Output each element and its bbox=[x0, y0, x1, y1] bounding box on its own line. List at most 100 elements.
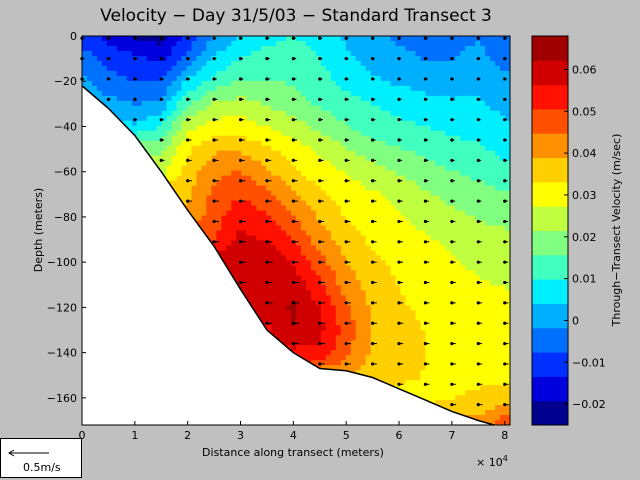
velocity-cell bbox=[350, 50, 357, 57]
velocity-cell bbox=[156, 145, 163, 152]
velocity-cell bbox=[440, 180, 446, 187]
velocity-cell bbox=[395, 200, 402, 207]
velocity-cell bbox=[465, 165, 471, 172]
velocity-cell bbox=[395, 230, 402, 237]
velocity-cell bbox=[475, 215, 481, 222]
velocity-cell bbox=[375, 215, 382, 222]
velocity-cell bbox=[161, 65, 168, 72]
velocity-cell bbox=[330, 135, 337, 142]
velocity-cell bbox=[465, 170, 471, 177]
velocity-cell bbox=[395, 305, 402, 311]
velocity-cell bbox=[475, 220, 481, 227]
velocity-cell bbox=[246, 135, 252, 142]
velocity-cell bbox=[470, 175, 476, 182]
velocity-cell bbox=[430, 50, 436, 57]
velocity-cell bbox=[256, 155, 262, 162]
velocity-cell bbox=[121, 60, 128, 67]
velocity-cell bbox=[276, 175, 282, 182]
velocity-cell bbox=[136, 80, 143, 87]
velocity-cell bbox=[400, 50, 407, 57]
velocity-cell bbox=[375, 45, 382, 52]
velocity-cell bbox=[166, 65, 173, 72]
velocity-cell bbox=[365, 260, 372, 267]
velocity-cell bbox=[291, 275, 297, 281]
velocity-cell bbox=[315, 285, 322, 291]
velocity-cell bbox=[211, 90, 217, 97]
velocity-cell bbox=[296, 36, 302, 42]
velocity-cell bbox=[121, 40, 128, 47]
velocity-cell bbox=[276, 310, 282, 316]
velocity-cell bbox=[146, 55, 153, 62]
velocity-cell bbox=[370, 105, 377, 112]
velocity-cell bbox=[440, 125, 446, 132]
velocity-cell bbox=[286, 220, 292, 227]
velocity-cell bbox=[296, 155, 302, 162]
velocity-cell bbox=[365, 295, 372, 301]
velocity-cell bbox=[380, 145, 387, 152]
velocity-cell bbox=[281, 100, 287, 107]
velocity-cell bbox=[345, 45, 352, 52]
velocity-cell bbox=[425, 265, 431, 271]
velocity-cell bbox=[151, 75, 158, 82]
velocity-cell bbox=[325, 70, 332, 77]
velocity-cell bbox=[181, 150, 188, 157]
velocity-cell bbox=[500, 315, 506, 321]
velocity-cell bbox=[375, 160, 382, 167]
velocity-cell bbox=[365, 230, 372, 237]
velocity-cell bbox=[286, 45, 292, 52]
velocity-cell bbox=[340, 150, 347, 157]
velocity-cell bbox=[485, 285, 491, 291]
velocity-cell bbox=[335, 260, 342, 267]
velocity-cell bbox=[156, 60, 163, 67]
velocity-cell bbox=[370, 65, 377, 72]
velocity-cell bbox=[300, 40, 307, 47]
velocity-cell bbox=[345, 135, 352, 142]
velocity-cell bbox=[455, 270, 461, 276]
velocity-cell bbox=[236, 105, 242, 112]
velocity-cell bbox=[345, 275, 352, 281]
velocity-cell bbox=[470, 60, 476, 67]
velocity-cell bbox=[171, 70, 178, 77]
velocity-cell bbox=[415, 100, 422, 107]
velocity-cell bbox=[136, 55, 143, 62]
velocity-cell bbox=[340, 190, 347, 197]
velocity-cell bbox=[490, 285, 496, 291]
velocity-cell bbox=[480, 305, 486, 311]
velocity-cell bbox=[485, 175, 491, 182]
velocity-cell bbox=[291, 130, 297, 137]
velocity-cell bbox=[296, 140, 302, 147]
velocity-cell bbox=[231, 265, 237, 271]
velocity-cell bbox=[315, 185, 322, 192]
velocity-cell bbox=[266, 180, 272, 187]
velocity-cell bbox=[410, 250, 417, 257]
velocity-cell bbox=[211, 190, 217, 197]
velocity-cell bbox=[281, 215, 287, 222]
velocity-cell bbox=[355, 225, 362, 232]
velocity-cell bbox=[315, 40, 322, 47]
velocity-cell bbox=[375, 36, 382, 42]
velocity-cell bbox=[151, 80, 158, 87]
velocity-cell bbox=[410, 235, 417, 242]
velocity-cell bbox=[196, 155, 203, 162]
velocity-cell bbox=[256, 145, 262, 152]
velocity-cell bbox=[196, 115, 203, 122]
velocity-cell bbox=[251, 230, 257, 237]
velocity-cell bbox=[455, 120, 461, 127]
velocity-cell bbox=[375, 125, 382, 132]
velocity-cell bbox=[281, 190, 287, 197]
velocity-cell bbox=[121, 110, 128, 117]
velocity-cell bbox=[261, 160, 267, 167]
velocity-cell bbox=[365, 190, 372, 197]
velocity-cell bbox=[500, 195, 506, 202]
velocity-cell bbox=[291, 290, 297, 296]
velocity-cell bbox=[226, 100, 232, 107]
velocity-cell bbox=[485, 150, 491, 157]
velocity-cell bbox=[360, 300, 367, 306]
velocity-cell bbox=[305, 85, 312, 92]
velocity-cell bbox=[261, 80, 267, 87]
velocity-cell bbox=[340, 105, 347, 112]
velocity-cell bbox=[390, 140, 397, 147]
velocity-cell bbox=[271, 105, 277, 112]
velocity-cell bbox=[490, 130, 496, 137]
velocity-cell bbox=[345, 130, 352, 137]
